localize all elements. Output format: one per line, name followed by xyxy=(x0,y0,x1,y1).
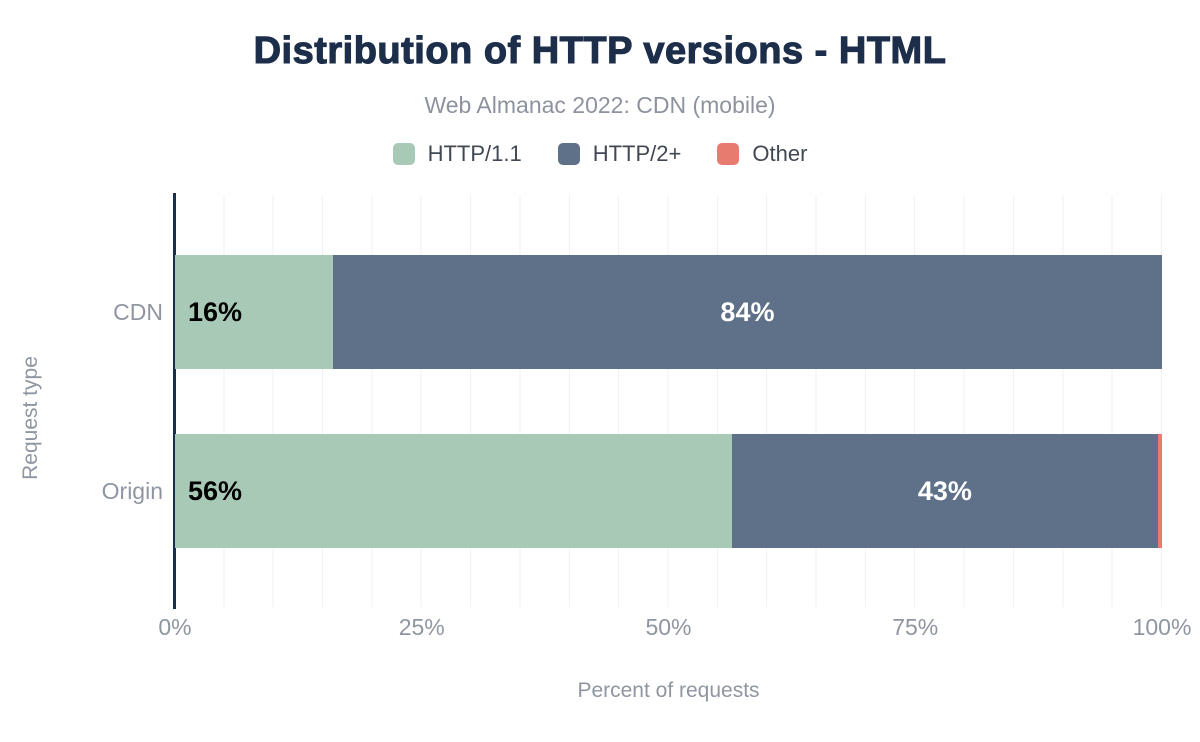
chart-subtitle: Web Almanac 2022: CDN (mobile) xyxy=(424,92,776,118)
legend-label-other: Other xyxy=(752,141,808,166)
legend-item-http11[interactable]: HTTP/1.1 xyxy=(392,141,522,167)
category-label-cdn: CDN xyxy=(113,298,163,325)
x-axis-title: Percent of requests xyxy=(577,679,760,702)
x-tick-25: 25% xyxy=(398,614,445,640)
category-label-origin: Origin xyxy=(101,477,163,504)
bar-cdn: 16% 84% xyxy=(175,255,1162,369)
legend-item-http2plus[interactable]: HTTP/2+ xyxy=(557,141,682,167)
bar-origin: 56% 43% xyxy=(175,434,1162,548)
legend-swatch-http11 xyxy=(392,143,415,165)
legend-swatch-http2plus xyxy=(557,143,580,165)
value-label-origin-http2plus: 43% xyxy=(917,475,972,506)
bar-segment-cdn-http2plus[interactable]: 84% xyxy=(332,255,1162,369)
legend-label-http2plus: HTTP/2+ xyxy=(592,141,682,166)
legend-label-http11: HTTP/1.1 xyxy=(427,141,522,166)
x-tick-50: 50% xyxy=(645,614,692,640)
bar-segment-origin-http2plus[interactable]: 43% xyxy=(731,434,1159,548)
value-label-origin-http11: 56% xyxy=(188,475,243,506)
legend-item-other[interactable]: Other xyxy=(717,141,807,167)
y-axis-line xyxy=(173,193,176,609)
legend: HTTP/1.1 HTTP/2+ Other xyxy=(0,141,1200,167)
chart-title: Distribution of HTTP versions - HTML xyxy=(253,29,947,72)
plot-area: 16% 84% 56% 43% xyxy=(173,193,1162,609)
bar-segment-cdn-http11[interactable]: 16% xyxy=(175,255,333,369)
legend-swatch-other xyxy=(717,143,740,165)
value-label-cdn-http2plus: 84% xyxy=(720,296,775,327)
x-tick-100: 100% xyxy=(1132,614,1192,640)
x-tick-75: 75% xyxy=(892,614,939,640)
x-tick-0: 0% xyxy=(158,614,192,640)
value-label-cdn-http11: 16% xyxy=(188,296,243,327)
bar-segment-origin-http11[interactable]: 56% xyxy=(175,434,732,548)
bar-segment-origin-other[interactable] xyxy=(1158,434,1162,548)
